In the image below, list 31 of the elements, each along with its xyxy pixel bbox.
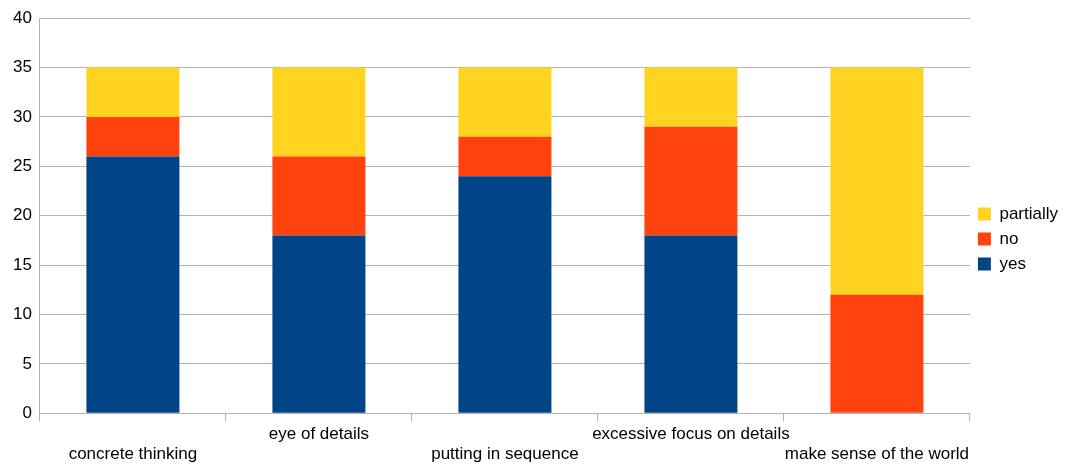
y-tick-label: 40 <box>12 7 32 27</box>
bar <box>272 156 366 236</box>
y-tick-label: 25 <box>12 156 32 176</box>
legend-label: yes <box>999 253 1026 273</box>
y-tick-label: 10 <box>12 304 32 324</box>
y-tick-label: 35 <box>12 57 32 77</box>
x-tick-label: concrete thinking <box>68 444 198 464</box>
bar <box>830 294 924 413</box>
bar <box>644 67 738 127</box>
bar <box>86 156 180 413</box>
bar <box>644 126 738 236</box>
bar <box>458 67 552 137</box>
bar <box>272 67 366 157</box>
x-tick-label: eye of details <box>268 424 370 444</box>
bar <box>458 136 552 177</box>
bar <box>272 235 366 413</box>
y-tick-label: 5 <box>22 353 32 373</box>
bar <box>830 67 924 295</box>
y-tick-label: 0 <box>22 402 32 422</box>
x-tick-label: make sense of the world <box>784 444 970 464</box>
legend-label: partially <box>999 203 1059 223</box>
x-tick-label: putting in sequence <box>431 444 579 464</box>
bar <box>86 67 180 117</box>
y-tick-label: 30 <box>12 106 32 126</box>
y-tick-label: 15 <box>12 254 32 274</box>
legend-label: no <box>999 228 1019 248</box>
x-tick-label: excessive focus on details <box>592 424 790 444</box>
y-tick-label: 20 <box>12 205 32 225</box>
bar <box>458 176 552 413</box>
bar <box>644 235 738 413</box>
bar <box>86 116 180 157</box>
